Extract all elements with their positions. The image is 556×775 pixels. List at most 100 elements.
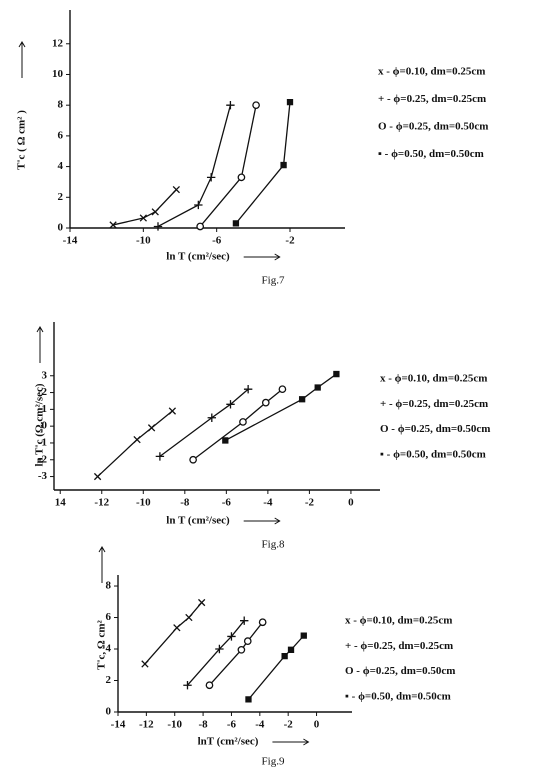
x-tick-label: -10 — [136, 497, 151, 509]
x-label-arrow — [243, 253, 281, 261]
data-point — [240, 616, 249, 625]
data-point — [207, 413, 217, 422]
x-tick-label: -10 — [167, 719, 182, 731]
y-tick-label: 2 — [58, 191, 64, 203]
series-line — [144, 602, 203, 665]
y-tick-label: 6 — [58, 129, 64, 141]
series-line — [192, 388, 283, 461]
data-point — [232, 220, 240, 227]
data-point — [243, 385, 253, 394]
legend-entry: O - ϕ=0.25, dm=0.50cm — [345, 665, 455, 677]
y-axis-label: T'c, Ω cm² — [96, 619, 108, 669]
y-tick-label: 10 — [52, 68, 64, 80]
series-line — [157, 105, 232, 228]
legend-entry: + - ϕ=0.25, dm=0.25cm — [380, 398, 488, 410]
y-tick-label: 8 — [106, 580, 112, 592]
y-tick-label: 8 — [58, 99, 64, 111]
x-axis-label: lnT (cm²/sec) — [198, 736, 259, 748]
data-point — [198, 598, 206, 607]
data-point — [280, 161, 287, 169]
legend-entry: + - ϕ=0.25, dm=0.25cm — [345, 640, 453, 652]
data-point — [243, 637, 252, 645]
x-tick-label: -14 — [111, 719, 126, 731]
y-tick-label: 12 — [52, 37, 64, 49]
data-point — [252, 101, 260, 109]
data-point — [278, 385, 287, 393]
figure-caption: Fig.9 — [262, 756, 285, 768]
series-line — [208, 621, 264, 686]
data-point — [183, 681, 192, 690]
legend-entry: ▪ - ϕ=0.50, dm=0.50cm — [378, 148, 484, 160]
data-point — [227, 632, 236, 641]
data-point — [215, 644, 224, 654]
series-line — [159, 388, 249, 457]
x-tick-label: -8 — [180, 497, 190, 509]
data-point — [196, 222, 205, 231]
x-tick-label: -2 — [305, 497, 315, 509]
data-point — [226, 400, 235, 409]
data-point — [333, 370, 340, 378]
x-tick-label: 14 — [55, 497, 67, 509]
x-tick-label: -6 — [212, 235, 222, 247]
x-tick-label: -14 — [63, 235, 78, 247]
data-point — [109, 221, 117, 229]
y-tick-label: 2 — [106, 674, 112, 686]
x-tick-label: -12 — [94, 497, 109, 509]
x-axis-label: ln T (cm²/sec) — [166, 251, 230, 263]
data-point — [245, 696, 252, 703]
x-tick-label: -2 — [284, 719, 294, 731]
data-point — [153, 222, 163, 231]
data-point — [189, 455, 197, 464]
data-point — [172, 185, 180, 194]
series-line — [224, 373, 337, 442]
data-point — [222, 437, 229, 444]
data-point — [237, 646, 246, 654]
legend-entry: ▪ - ϕ=0.50, dm=0.50cm — [345, 690, 451, 702]
x-axis-label: ln T (cm²/sec) — [166, 515, 230, 527]
y-label-arrow — [36, 326, 44, 363]
series-line — [112, 189, 177, 226]
y-axis-label: ln T'c (Ω.cm²/sec) — [34, 383, 46, 466]
data-point — [155, 452, 165, 461]
y-tick-label: 6 — [106, 611, 112, 623]
y-label-arrow — [18, 41, 26, 78]
data-point — [239, 418, 247, 426]
y-tick-label: 1 — [42, 403, 48, 415]
data-point — [286, 98, 294, 106]
data-point — [139, 214, 147, 222]
figure-caption: Fig.8 — [262, 539, 285, 551]
y-tick-label: -2 — [38, 453, 48, 465]
y-tick-label: 0 — [42, 420, 48, 432]
legend-entry: + - ϕ=0.25, dm=0.25cm — [378, 93, 486, 105]
x-tick-label: -4 — [255, 719, 265, 731]
data-point — [237, 173, 246, 182]
data-point — [206, 173, 216, 182]
x-tick-label: -12 — [139, 719, 154, 731]
y-tick-label: -1 — [38, 436, 47, 448]
x-tick-label: 0 — [314, 719, 320, 731]
figure-caption: Fig.7 — [262, 275, 285, 287]
data-point — [205, 681, 214, 689]
data-point — [151, 208, 159, 216]
data-point — [168, 407, 177, 415]
y-tick-label: 0 — [106, 706, 112, 718]
data-point — [261, 398, 270, 407]
series-line — [187, 620, 245, 686]
legend-entry: x - ϕ=0.10, dm=0.25cm — [345, 615, 452, 627]
data-point — [173, 624, 181, 632]
data-point — [258, 618, 267, 627]
data-point — [300, 632, 307, 639]
y-tick-label: 4 — [58, 160, 64, 172]
legend-entry: x - ϕ=0.10, dm=0.25cm — [378, 66, 485, 78]
x-label-arrow — [243, 517, 281, 525]
x-tick-label: -4 — [263, 497, 273, 509]
data-point — [133, 435, 141, 444]
y-tick-label: 3 — [42, 369, 48, 381]
data-point — [226, 100, 235, 110]
series-line — [97, 410, 173, 478]
y-axis-label: T'c ( Ω cm² ) — [16, 110, 28, 170]
data-point — [194, 200, 203, 210]
data-point — [287, 646, 295, 653]
legend-entry: O - ϕ=0.25, dm=0.50cm — [378, 121, 488, 133]
